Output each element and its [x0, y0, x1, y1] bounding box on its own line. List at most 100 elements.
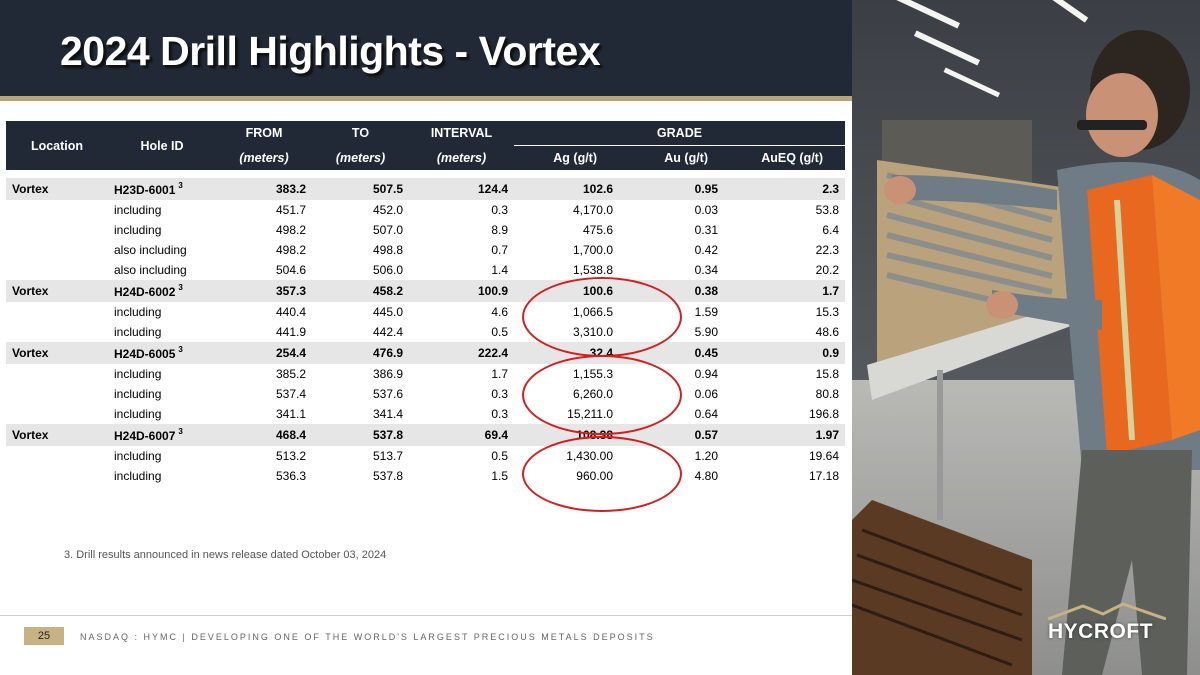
col-header-grade: GRADE	[514, 121, 846, 146]
cell-to: 513.7	[372, 449, 403, 463]
geologist-core-logging-photo	[852, 0, 1200, 675]
cell-to: 442.4	[372, 325, 403, 339]
cell-interval: 124.4	[409, 178, 514, 200]
cell-to: 537.8	[372, 469, 403, 483]
cell-interval: 100.9	[409, 280, 514, 302]
cell-aueq: 20.2	[815, 263, 840, 277]
cell-au: 0.64	[694, 407, 718, 421]
table-row: Vortex H24D-6002 3 357.3 458.2 100.9 100.…	[6, 280, 846, 302]
col-header-ag: Ag (g/t)	[514, 145, 619, 170]
cell-au: 0.57	[619, 424, 724, 446]
cell-au: 0.31	[694, 223, 718, 237]
table-row: also including 498.2 498.8 0.7 1,700.0 0…	[6, 240, 845, 260]
cell-to: 498.8	[372, 243, 403, 257]
highlight-oval	[522, 436, 682, 512]
table-row: also including 504.6 506.0 1.4 1,538.8 0…	[6, 260, 845, 280]
cell-hole-id: also including	[114, 243, 187, 257]
cell-from: 451.7	[275, 203, 306, 217]
cell-to: 386.9	[372, 367, 403, 381]
cell-au: 4.80	[694, 469, 718, 483]
cell-hole-id: H24D-6007 3	[108, 424, 216, 446]
cell-aueq: 15.8	[815, 367, 840, 381]
cell-location: Vortex	[6, 424, 108, 446]
table-row: Vortex H23D-6001 3 383.2 507.5 124.4 102.…	[6, 178, 846, 200]
cell-aueq: 0.9	[724, 342, 846, 364]
col-header-interval: INTERVAL	[409, 121, 514, 146]
cell-from: 513.2	[275, 449, 306, 463]
cell-hole-id: also including	[114, 263, 187, 277]
cell-interval: 0.5	[491, 325, 508, 339]
cell-aueq: 15.3	[815, 305, 840, 319]
cell-from: 440.4	[275, 305, 306, 319]
table-row: including 440.4 445.0 4.6 1,066.5 1.59 1…	[6, 302, 845, 322]
cell-interval: 69.4	[409, 424, 514, 446]
cell-from: 468.4	[216, 424, 312, 446]
footer-text: NASDAQ : HYMC | DEVELOPING ONE OF THE WO…	[80, 632, 655, 642]
cell-aueq: 6.4	[822, 223, 840, 237]
col-header-from: FROM	[216, 121, 312, 146]
cell-hole-id: H24D-6005 3	[108, 342, 216, 364]
cell-to: 452.0	[372, 203, 403, 217]
cell-ag: 1,538.8	[572, 263, 613, 277]
cell-location: Vortex	[6, 178, 108, 200]
cell-hole-id: including	[114, 305, 162, 319]
cell-interval: 8.9	[491, 223, 508, 237]
highlight-oval	[522, 355, 682, 435]
cell-aueq: 53.8	[815, 203, 840, 217]
col-header-to-unit: (meters)	[312, 145, 409, 170]
cell-from: 385.2	[275, 367, 306, 381]
cell-interval: 1.4	[491, 263, 508, 277]
cell-hole-id: including	[114, 203, 162, 217]
table-row: including 537.4 537.6 0.3 6,260.0 0.06 8…	[6, 384, 845, 404]
table-row: including 513.2 513.7 0.5 1,430.00 1.20 …	[6, 446, 845, 466]
table-row: including 385.2 386.9 1.7 1,155.3 0.94 1…	[6, 364, 845, 384]
cell-au: 0.03	[694, 203, 718, 217]
cell-from: 498.2	[275, 243, 306, 257]
cell-location: Vortex	[6, 280, 108, 302]
cell-hole-id: including	[114, 469, 162, 483]
cell-hole-id: including	[114, 387, 162, 401]
table-row: Vortex H24D-6005 3 254.4 476.9 222.4 32.4…	[6, 342, 846, 364]
footnote: 3. Drill results announced in news relea…	[64, 549, 387, 561]
cell-from: 504.6	[275, 263, 306, 277]
cell-to: 537.6	[372, 387, 403, 401]
cell-aueq: 80.8	[815, 387, 840, 401]
col-header-hole-id: Hole ID	[108, 121, 216, 170]
banner-accent-strip	[0, 96, 852, 101]
cell-aueq: 22.3	[815, 243, 840, 257]
cell-interval: 0.5	[491, 449, 508, 463]
cell-interval: 0.7	[491, 243, 508, 257]
drill-highlights-table: Location Hole ID FROM TO INTERVAL GRADE …	[6, 121, 846, 486]
cell-from: 341.1	[275, 407, 306, 421]
cell-interval: 1.5	[491, 469, 508, 483]
hycroft-logo: HYCROFT	[1048, 602, 1166, 644]
cell-to: 506.0	[372, 263, 403, 277]
cell-hole-id: including	[114, 223, 162, 237]
page-title: 2024 Drill Highlights - Vortex	[60, 28, 601, 74]
header-row-2: (meters) (meters) (meters) Ag (g/t) Au (…	[6, 145, 846, 170]
table-row: including 441.9 442.4 0.5 3,310.0 5.90 4…	[6, 322, 845, 342]
cell-location: Vortex	[6, 342, 108, 364]
cell-au: 1.20	[694, 449, 718, 463]
cell-to: 537.8	[312, 424, 409, 446]
cell-hole-id: H23D-6001 3	[108, 178, 216, 200]
table-row: including 451.7 452.0 0.3 4,170.0 0.03 5…	[6, 200, 845, 220]
cell-to: 507.0	[372, 223, 403, 237]
cell-to: 341.4	[372, 407, 403, 421]
cell-aueq: 19.64	[808, 449, 840, 463]
col-header-aueq: AuEQ (g/t)	[724, 145, 846, 170]
cell-to: 476.9	[312, 342, 409, 364]
table-row: including 536.3 537.8 1.5 960.00 4.80 17…	[6, 466, 845, 486]
cell-au: 0.34	[694, 263, 718, 277]
cell-from: 383.2	[216, 178, 312, 200]
cell-from: 536.3	[275, 469, 306, 483]
header-row-1: Location Hole ID FROM TO INTERVAL GRADE	[6, 121, 846, 170]
mountain-logo-icon	[1048, 602, 1166, 620]
cell-ag: 1,700.0	[572, 243, 613, 257]
cell-aueq: 2.3	[724, 178, 846, 200]
cell-aueq: 1.7	[724, 280, 846, 302]
cell-from: 441.9	[275, 325, 306, 339]
cell-aueq: 17.18	[808, 469, 840, 483]
col-header-to: TO	[312, 121, 409, 146]
cell-from: 537.4	[275, 387, 306, 401]
